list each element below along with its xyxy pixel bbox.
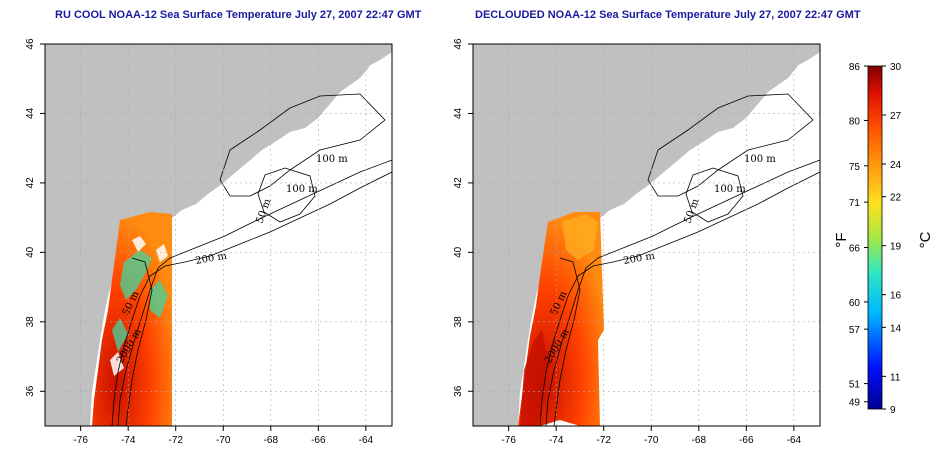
sst-warm-core [520, 330, 548, 426]
lat-tick-label: 38 [25, 316, 36, 328]
fahrenheit-scale: 49 51 57 60 66 71 75 80 86 [849, 62, 868, 409]
lat-tick-label: 40 [453, 246, 464, 258]
sst-cool-patches [112, 250, 168, 352]
colorbar-c-label: 9 [890, 405, 896, 416]
fahrenheit-unit: °F [833, 232, 850, 247]
lon-tick-label: -70 [644, 435, 659, 446]
colorbar-f-label: 75 [849, 162, 861, 173]
colorbar-gradient [867, 65, 883, 410]
sst-cloud-gaps [110, 236, 168, 376]
lon-tick-label: -66 [311, 435, 326, 446]
colorbar-c-label: 16 [890, 291, 902, 302]
lat-tick-label: 42 [25, 177, 36, 189]
left-map-panel: 100 m 100 m 50 m 200 m 50 m 2000 m -76 -7… [25, 38, 393, 446]
contour-label: 100 m [316, 154, 348, 165]
colorbar-f-label: 86 [849, 62, 861, 73]
contour-label: 100 m [714, 184, 746, 195]
colorbar-c-label: 24 [890, 160, 902, 171]
contour-label: 100 m [286, 184, 318, 195]
colorbar-f-label: 49 [849, 398, 861, 409]
lon-tick-label: -64 [787, 435, 802, 446]
lon-tick-label: -66 [739, 435, 754, 446]
bathymetry-contours [111, 93, 393, 427]
lon-tick-label: -70 [216, 435, 231, 446]
lon-tick-label: -76 [73, 435, 88, 446]
lon-tick-label: -74 [121, 435, 136, 446]
lon-tick-label: -64 [359, 435, 374, 446]
lat-tick-label: 36 [453, 385, 464, 397]
colorbar-c-label: 19 [890, 242, 902, 253]
lon-tick-label: -74 [549, 435, 564, 446]
lat-tick-label: 46 [25, 38, 36, 50]
lon-tick-label: -72 [596, 435, 611, 446]
nova-scotia [262, 66, 370, 128]
map-frame [44, 43, 393, 427]
land-mass [45, 44, 392, 426]
right-map-title: DECLOUDED NOAA-12 Sea Surface Temperatur… [475, 9, 861, 21]
latitude-axis: 36 38 40 42 44 46 [453, 38, 473, 397]
lon-tick-label: -76 [501, 435, 516, 446]
lat-tick-label: 44 [453, 107, 464, 119]
colorbar-f-label: 60 [849, 298, 861, 309]
land-mass [473, 44, 820, 426]
lat-tick-label: 40 [25, 246, 36, 258]
lon-tick-label: -68 [264, 435, 279, 446]
lon-tick-label: -72 [168, 435, 183, 446]
colorbar-f-label: 71 [849, 198, 861, 209]
lat-tick-label: 46 [453, 38, 464, 50]
gridlines [473, 43, 820, 426]
colorbar-f-label: 80 [849, 116, 861, 127]
lat-tick-label: 42 [453, 177, 464, 189]
colorbar-c-label: 30 [890, 62, 902, 73]
celsius-scale: 9 11 14 16 19 22 24 27 30 [882, 62, 902, 416]
colorbar-c-label: 11 [890, 372, 901, 383]
lon-tick-label: -68 [692, 435, 707, 446]
nova-scotia [690, 66, 798, 128]
colorbar-c-label: 27 [890, 111, 902, 122]
right-map-panel: 100 m 100 m 50 m 200 m 50 m 2000 m -76 -7… [453, 38, 821, 446]
lat-tick-label: 38 [453, 316, 464, 328]
colorbar-f-label: 57 [849, 325, 861, 336]
colorbar-f-label: 51 [849, 380, 861, 391]
colorbar-c-label: 14 [890, 323, 902, 334]
colorbar-f-label: 66 [849, 243, 861, 254]
longitude-axis: -76 -74 -72 -70 -68 -66 -64 [501, 426, 802, 446]
colorbar-c-label: 22 [890, 193, 902, 204]
latitude-axis: 36 38 40 42 44 46 [25, 38, 45, 397]
celsius-unit: °C [917, 231, 934, 248]
gridlines [45, 43, 392, 426]
contour-label: 100 m [744, 154, 776, 165]
longitude-axis: -76 -74 -72 -70 -68 -66 -64 [73, 426, 374, 446]
left-map-title: RU COOL NOAA-12 Sea Surface Temperature … [55, 9, 422, 21]
map-frame [472, 43, 821, 427]
bathymetry-contours [539, 93, 821, 427]
sst-yellow-patch [562, 214, 598, 260]
lat-tick-label: 44 [25, 107, 36, 119]
lat-tick-label: 36 [25, 385, 36, 397]
